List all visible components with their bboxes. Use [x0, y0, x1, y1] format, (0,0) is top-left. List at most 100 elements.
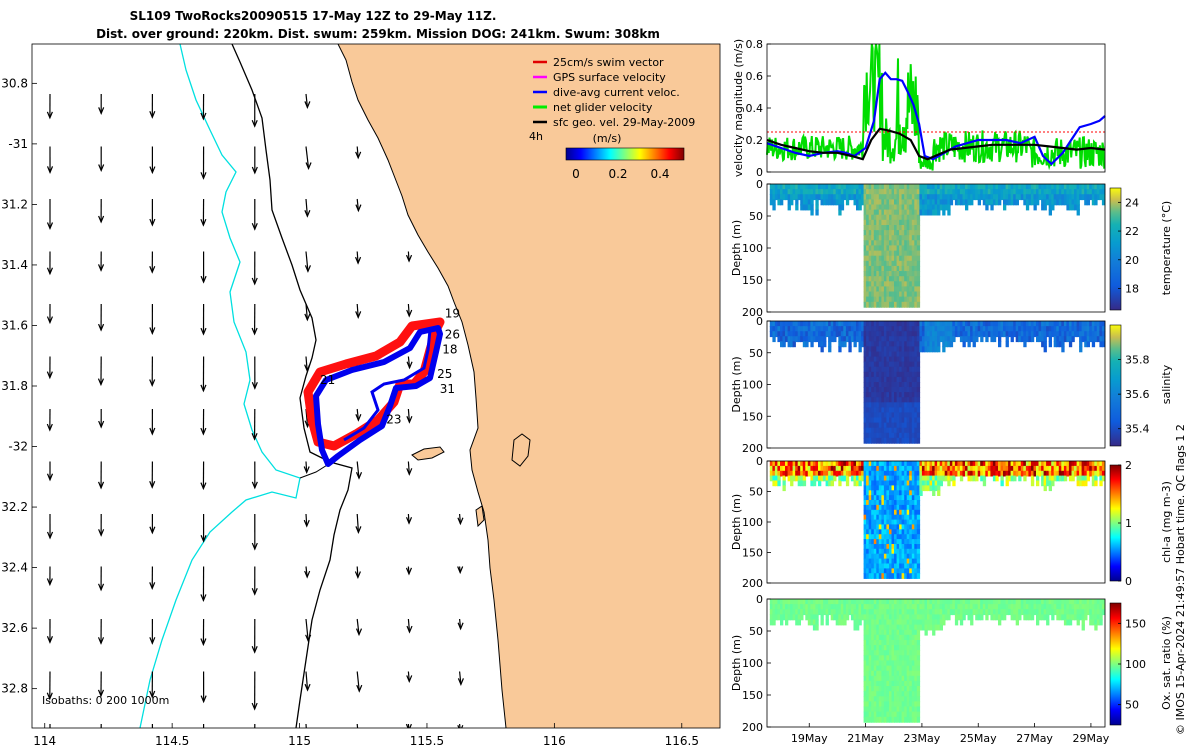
section-cell [1000, 461, 1004, 467]
section-cell [914, 490, 918, 496]
section-cell [896, 680, 900, 687]
section-cell [899, 548, 903, 555]
section-cell [797, 475, 801, 482]
section-cell [911, 696, 916, 703]
section-cell [1094, 609, 1098, 616]
section-cell [807, 204, 812, 211]
map-ytick-label: 32.2 [1, 500, 28, 514]
section-cell [889, 376, 893, 383]
section-cell [972, 599, 976, 605]
section-cell [881, 665, 885, 672]
section-cell [868, 366, 872, 373]
section-cell [1089, 465, 1093, 472]
section-cell [873, 706, 878, 713]
section-cell [1063, 470, 1068, 477]
section-cell [886, 271, 890, 277]
section-cell [886, 240, 890, 247]
section-cell [987, 194, 992, 201]
section-cell [916, 382, 921, 388]
section-cell [889, 485, 893, 492]
section-cell [1038, 599, 1042, 605]
section-cell [1086, 604, 1090, 610]
section-cell [873, 376, 878, 383]
section-cell [876, 573, 880, 579]
section-cell [944, 331, 948, 338]
section-cell [871, 286, 875, 293]
section-cell [891, 291, 895, 298]
section-cell [959, 599, 964, 605]
section-cell [878, 260, 883, 267]
section-cell [911, 475, 916, 482]
section-cell [916, 255, 921, 262]
section-cell [985, 194, 989, 201]
section-cell [871, 376, 875, 383]
section-cell [1046, 184, 1050, 190]
section-cell [980, 609, 984, 616]
section-cell [904, 553, 908, 560]
section-cell [949, 465, 954, 472]
section-cell [881, 219, 885, 226]
section-cell [876, 696, 880, 703]
section-cell [937, 199, 941, 206]
section-cell [1010, 461, 1014, 467]
section-cell [914, 209, 918, 216]
section-cell [883, 470, 888, 477]
section-cell [833, 199, 837, 206]
section-cell [904, 645, 908, 651]
section-cell [883, 255, 888, 262]
section-cell [863, 461, 867, 467]
section-cell [878, 412, 883, 419]
section-cell [805, 194, 809, 201]
section-cell [881, 260, 885, 267]
section-cell [899, 470, 903, 477]
section-cell [901, 341, 905, 348]
section-cell [967, 609, 971, 616]
section-cell [812, 461, 817, 467]
section-cell [843, 604, 847, 610]
section-cell [802, 480, 807, 487]
section-cell [894, 235, 898, 242]
section-cell [891, 650, 895, 657]
section-cell [835, 619, 839, 626]
section-cell [1023, 194, 1027, 201]
map-axis-ticks: 114 114.5 115 115.5 116 116.530.8-3131.231.43… [1, 76, 699, 748]
section-cell [891, 716, 895, 723]
section-cell [929, 480, 933, 487]
section-cell [894, 696, 898, 703]
section-cell [785, 326, 789, 332]
section-cell [886, 209, 890, 216]
section-cell [934, 184, 938, 190]
section-cell [911, 336, 916, 343]
section-cell [889, 509, 893, 516]
section-cell [899, 480, 903, 487]
section-cell [777, 184, 781, 190]
section-cell [1025, 609, 1030, 616]
section-cell [863, 281, 867, 288]
section-cell [805, 461, 809, 467]
section-cell [1036, 604, 1040, 610]
section-cell [866, 366, 870, 373]
section-cell [861, 199, 865, 206]
section-cell [911, 675, 916, 682]
section-cell [871, 504, 875, 511]
section-cell [863, 670, 867, 677]
section-cell [787, 461, 791, 467]
section-cell [904, 276, 908, 283]
section-cell [866, 563, 870, 570]
section-cell [894, 427, 898, 434]
section-cell [889, 696, 893, 703]
section-cell [876, 480, 880, 487]
section-cell [1058, 614, 1063, 621]
section-cell [901, 619, 905, 626]
section-cell [790, 609, 794, 616]
section-cell [838, 619, 842, 626]
geo-velocity-arrowhead [457, 725, 464, 728]
section-cell [980, 321, 984, 327]
section-cell [1020, 189, 1025, 195]
section-cell [1099, 189, 1103, 195]
section-cell [1013, 331, 1017, 338]
section-cell [797, 184, 801, 190]
section-cell [1013, 326, 1017, 332]
section-cell [891, 675, 895, 682]
section-cell [1053, 599, 1057, 605]
